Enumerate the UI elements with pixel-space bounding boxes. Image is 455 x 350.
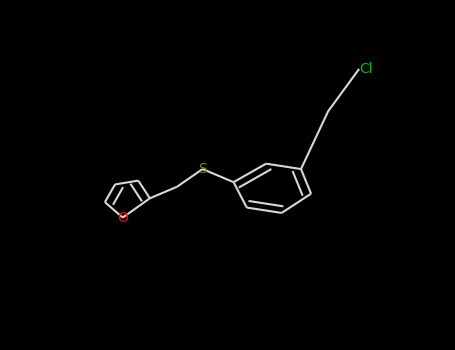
Text: Cl: Cl xyxy=(359,62,373,76)
Text: O: O xyxy=(117,211,128,225)
Text: S: S xyxy=(198,162,207,176)
